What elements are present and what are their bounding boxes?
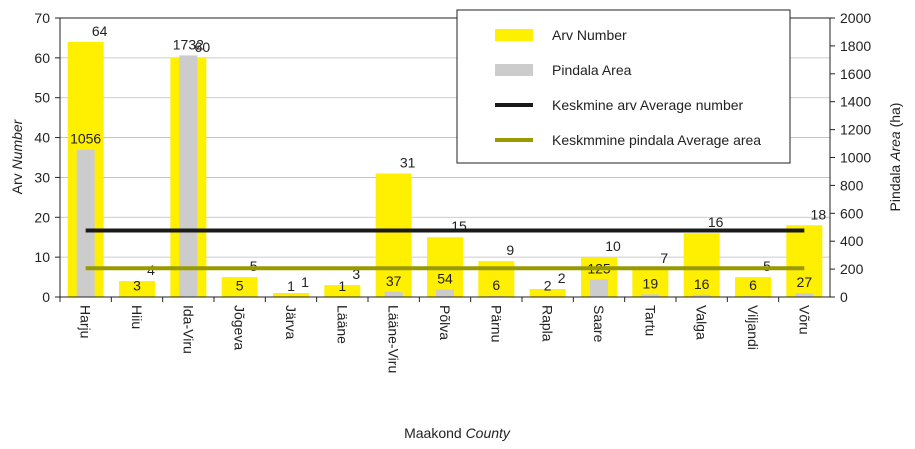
y2-tick-label: 1000	[840, 150, 871, 166]
y2-label-part: Pindala	[887, 165, 903, 212]
data-label: 9	[506, 242, 514, 258]
y2-label-part: (ha)	[887, 103, 903, 128]
y-tick-label: 60	[34, 50, 50, 66]
x-tick-label: Põlva	[437, 305, 453, 340]
y2-label-part: Area	[887, 131, 903, 162]
x-tick-label: Valga	[694, 305, 710, 340]
y2-tick-label: 1800	[840, 38, 871, 54]
y2-tick-label: 2000	[840, 10, 871, 26]
legend-label: Arv Number	[552, 27, 627, 43]
bar	[795, 293, 813, 297]
x-tick-label: Viljandi	[745, 305, 761, 350]
x-tick-label: Lääne-Viru	[386, 305, 402, 373]
x-tick-label: Jõgeva	[232, 305, 248, 350]
y2-tick-label: 1200	[840, 122, 871, 138]
legend-label: Keskmmine pindala Average area	[552, 132, 761, 148]
x-tick-label: Harju	[78, 305, 94, 338]
y-tick-label: 30	[34, 169, 50, 185]
y-tick-label: 40	[34, 130, 50, 146]
data-label: 10	[605, 238, 621, 254]
x-label-part: County	[466, 425, 511, 441]
x-tick-label: Rapla	[540, 305, 556, 342]
y-label-part: Arv	[9, 173, 25, 194]
data-label: 27	[797, 274, 813, 290]
data-label: 16	[708, 214, 724, 230]
y2-tick-label: 200	[840, 261, 864, 277]
x-tick-label: Saare	[591, 305, 607, 343]
data-label: 54	[437, 270, 453, 286]
x-tick-label: Lääne	[334, 305, 350, 344]
y2-tick-label: 0	[840, 289, 848, 305]
y-label-part: Number	[9, 118, 25, 169]
y2-tick-label: 600	[840, 205, 864, 221]
data-label: 64	[92, 23, 108, 39]
y-tick-label: 10	[34, 249, 50, 265]
data-label: 18	[811, 206, 827, 222]
bar	[179, 55, 197, 297]
data-label: 2	[544, 278, 552, 294]
bar	[385, 292, 403, 297]
x-tick-label: Järva	[283, 305, 299, 339]
data-label: 6	[749, 277, 757, 293]
x-tick-label: Hiiu	[129, 305, 145, 329]
data-label: 37	[386, 273, 402, 289]
data-label: 5	[763, 258, 771, 274]
data-label: 3	[133, 278, 141, 294]
data-label: 1732	[173, 36, 204, 52]
bar	[590, 280, 608, 297]
y2-axis-label: Pindala Area (ha)	[887, 103, 903, 212]
y-tick-label: 20	[34, 209, 50, 225]
legend-swatch	[495, 29, 533, 41]
data-label: 31	[400, 154, 416, 170]
y-tick-label: 0	[42, 289, 50, 305]
data-label: 2	[558, 270, 566, 286]
data-label: 7	[660, 250, 668, 266]
bar	[436, 289, 454, 297]
data-label: 1	[287, 278, 295, 294]
data-label: 1	[338, 278, 346, 294]
y2-tick-label: 800	[840, 177, 864, 193]
legend-swatch	[495, 64, 533, 76]
data-label: 16	[694, 276, 710, 292]
y2-tick-label: 400	[840, 233, 864, 249]
y2-tick-label: 1600	[840, 66, 871, 82]
x-tick-label: Võru	[796, 305, 812, 335]
data-label: 19	[643, 275, 659, 291]
legend-label: Pindala Area	[552, 62, 632, 78]
legend-label: Keskmine arv Average number	[552, 97, 744, 113]
data-label: 1056	[70, 131, 101, 147]
x-label-part: Maakond	[404, 425, 462, 441]
y-tick-label: 50	[34, 90, 50, 106]
x-axis-label: Maakond County	[404, 425, 511, 441]
data-label: 5	[250, 258, 258, 274]
y-axis-label: Arv Number	[9, 118, 25, 194]
x-tick-label: Ida-Viru	[180, 305, 196, 354]
x-tick-label: Pärnu	[488, 305, 504, 342]
x-tick-label: Tartu	[642, 305, 658, 336]
data-label: 1	[301, 274, 309, 290]
data-label: 5	[236, 277, 244, 293]
y-tick-label: 70	[34, 10, 50, 26]
data-label: 6	[492, 277, 500, 293]
bar	[77, 150, 95, 297]
y2-tick-label: 1400	[840, 94, 871, 110]
